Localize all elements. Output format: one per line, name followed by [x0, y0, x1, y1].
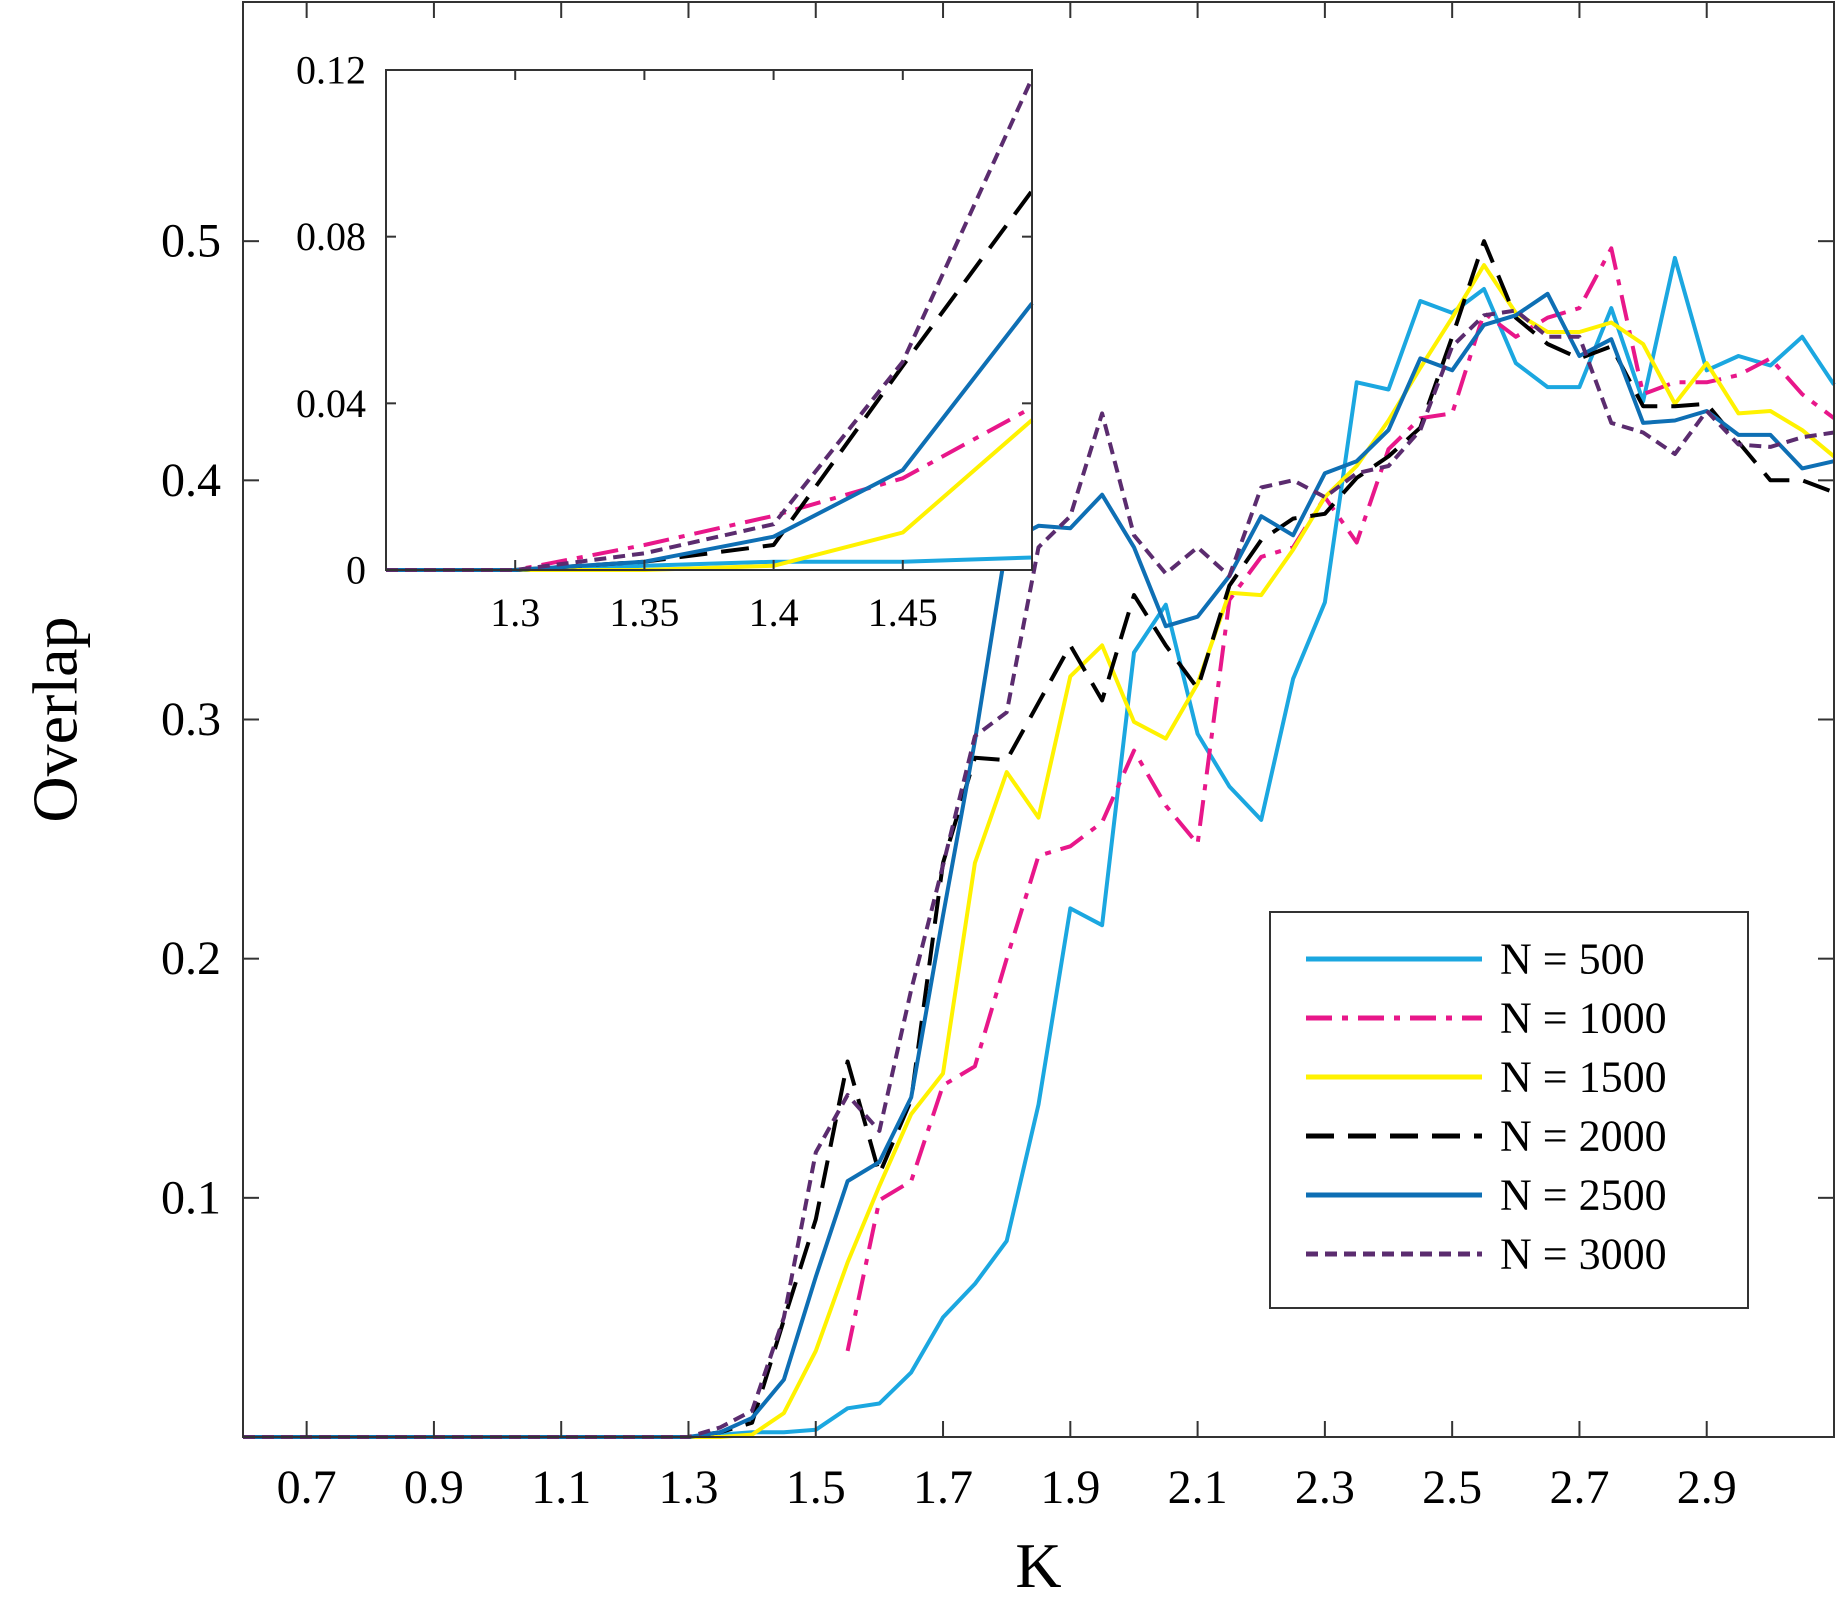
inset-plot: 1.3 1.35 1.4 1.45 0 0.04 0.08 0.12 [296, 48, 1034, 635]
x-tick-label: 1.1 [531, 1461, 591, 1514]
legend: N = 500 N = 1000 N = 1500 N = 2000 N = 2500 N… [1269, 911, 1749, 1309]
legend-entry-label: N = 500 [1500, 935, 1645, 984]
main-plot: 0.7 0.9 1.1 1.3 1.5 1.7 1.9 2.1 2.3 2.5 2.7 2.9 0.1 0… [20, 1, 1836, 1601]
legend-entry-label: N = 1500 [1500, 1053, 1667, 1102]
inset-y-tick-label: 0.12 [296, 48, 366, 93]
x-tick-label: 2.3 [1295, 1461, 1355, 1514]
x-axis-title: K [1015, 1530, 1061, 1601]
inset-x-tick-label: 1.3 [490, 590, 540, 635]
y-tick-label: 0.2 [161, 932, 221, 985]
legend-entry-label: N = 2000 [1500, 1112, 1667, 1161]
inset-series-line-n-3000 [386, 77, 1034, 572]
x-tick-label: 0.9 [404, 1461, 464, 1514]
x-tick-label: 2.5 [1422, 1461, 1482, 1514]
x-tick-label: 2.7 [1549, 1461, 1609, 1514]
x-tick-label: 2.9 [1677, 1461, 1737, 1514]
x-tick-label: 1.7 [913, 1461, 973, 1514]
x-tick-label: 1.3 [658, 1461, 718, 1514]
x-tick-label: 2.1 [1168, 1461, 1228, 1514]
series-line-n-1000 [845, 246, 1836, 1352]
legend-entry-label: N = 1000 [1500, 994, 1667, 1043]
inset-background [386, 70, 1032, 570]
inset-x-tick-label: 1.4 [749, 590, 799, 635]
y-tick-label: 0.1 [161, 1171, 221, 1224]
inset-plot-frame [385, 69, 1033, 571]
x-tick-label: 1.5 [786, 1461, 846, 1514]
inset-x-tick-label: 1.35 [609, 590, 679, 635]
y-axis-title: Overlap [20, 616, 91, 822]
y-tick-label: 0.5 [161, 215, 221, 268]
inset-y-tick-label: 0 [346, 548, 366, 593]
x-tick-label: 1.9 [1040, 1461, 1100, 1514]
x-tick-label: 0.7 [277, 1461, 337, 1514]
legend-entry-label: N = 2500 [1500, 1171, 1667, 1220]
legend-box [1269, 911, 1749, 1309]
inset-y-tick-label: 0.08 [296, 214, 366, 259]
series-line-n-3000 [243, 308, 1835, 1439]
series-line-n-2000 [243, 239, 1835, 1439]
inset-x-tick-label: 1.45 [868, 590, 938, 635]
legend-entry-label: N = 3000 [1500, 1230, 1667, 1279]
inset-y-tick-label: 0.04 [296, 381, 366, 426]
y-tick-label: 0.4 [161, 454, 221, 507]
y-tick-label: 0.3 [161, 693, 221, 746]
